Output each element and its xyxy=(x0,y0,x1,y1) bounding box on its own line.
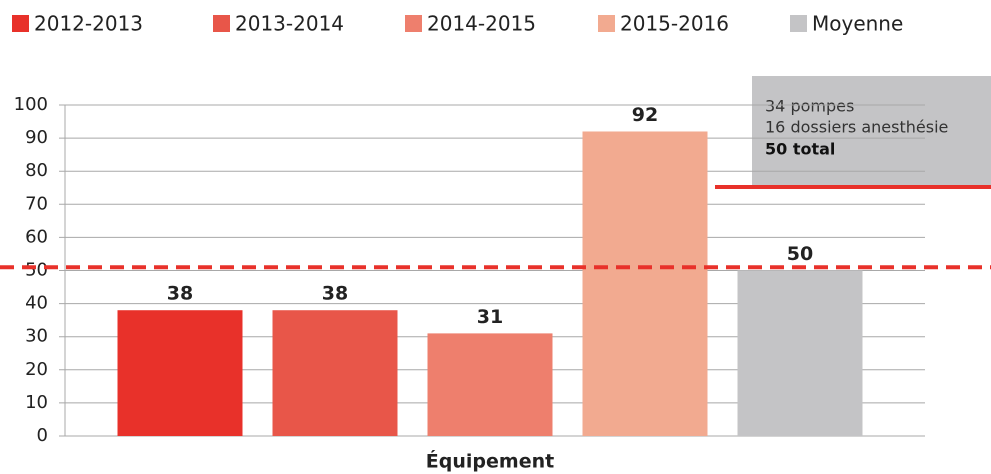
annotation-box xyxy=(752,76,991,186)
annotation-line: 34 pompes xyxy=(765,97,854,116)
legend-label: 2013-2014 xyxy=(235,12,344,36)
annotation-line: 16 dossiers anesthésie xyxy=(765,118,948,137)
y-tick-label: 80 xyxy=(25,160,48,181)
y-tick-label: 70 xyxy=(25,193,48,214)
y-tick-label: 100 xyxy=(14,94,48,115)
y-tick-label: 40 xyxy=(25,293,48,314)
x-category-label: Équipement xyxy=(426,450,554,473)
value-label: 92 xyxy=(632,104,658,126)
y-tick-label: 20 xyxy=(25,359,48,380)
legend-swatch xyxy=(405,15,422,32)
y-tick-label: 0 xyxy=(37,425,48,446)
bar xyxy=(272,310,398,436)
y-tick-label: 30 xyxy=(25,326,48,347)
legend-swatch xyxy=(598,15,615,32)
y-tick-label: 10 xyxy=(25,392,48,413)
value-label: 31 xyxy=(477,306,503,328)
legend-swatch xyxy=(790,15,807,32)
legend-label: 2015-2016 xyxy=(620,12,729,36)
legend-swatch xyxy=(12,15,29,32)
y-tick-label: 50 xyxy=(25,260,48,281)
bar xyxy=(117,310,243,436)
value-label: 50 xyxy=(787,243,813,265)
legend-label: 2012-2013 xyxy=(34,12,143,36)
y-tick-label: 60 xyxy=(25,226,48,247)
y-tick-label: 90 xyxy=(25,127,48,148)
bar xyxy=(737,270,863,436)
legend-swatch xyxy=(213,15,230,32)
annotation-total: 50 total xyxy=(765,140,835,159)
value-label: 38 xyxy=(167,283,193,305)
bar xyxy=(427,333,553,436)
legend-label: Moyenne xyxy=(812,12,903,36)
value-label: 38 xyxy=(322,283,348,305)
legend-label: 2014-2015 xyxy=(427,12,536,36)
bar xyxy=(582,131,708,437)
